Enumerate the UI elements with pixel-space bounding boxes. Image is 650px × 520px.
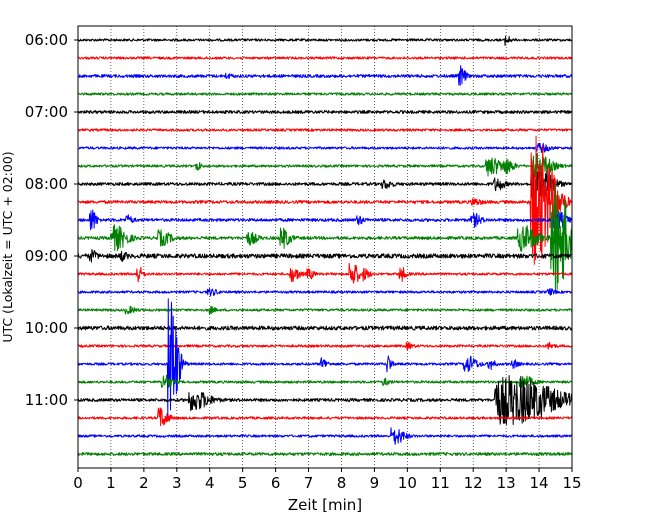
trace-0715: [78, 128, 572, 132]
x-tick-label: 11: [431, 474, 450, 492]
y-axis-label: UTC (Lokalzeit = UTC + 02:00): [0, 151, 15, 342]
trace-0830: [78, 209, 572, 231]
x-tick-label: 7: [304, 474, 314, 492]
y-tick-label: 06:00: [25, 31, 68, 49]
x-tick-label: 5: [238, 474, 248, 492]
trace-0745: [78, 152, 572, 178]
seismic-traces: [78, 35, 572, 456]
grid-lines: [110, 26, 540, 468]
trace-1130: [78, 427, 572, 445]
y-tick-label: 11:00: [25, 391, 68, 409]
trace-0645: [78, 92, 572, 96]
trace-0800: [78, 170, 572, 204]
y-tick-label: 09:00: [25, 247, 68, 265]
trace-1045: [78, 374, 572, 388]
trace-0730: [78, 142, 572, 153]
y-axis: 06:00 07:00 08:00 09:00 10:00 11:00: [25, 31, 78, 409]
trace-0600: [78, 35, 572, 47]
trace-1100: [78, 374, 572, 425]
trace-0900: [78, 248, 572, 263]
x-axis-label: Zeit [min]: [288, 496, 362, 514]
y-tick-label: 08:00: [25, 175, 68, 193]
trace-0615: [78, 56, 572, 60]
trace-1000: [78, 325, 572, 331]
trace-1115: [78, 407, 572, 427]
x-tick-label: 6: [271, 474, 281, 492]
x-tick-label: 3: [172, 474, 182, 492]
x-tick-label: 10: [398, 474, 417, 492]
trace-0930: [78, 287, 572, 297]
trace-0845: [78, 183, 572, 295]
trace-0700: [78, 110, 572, 114]
x-tick-label: 9: [370, 474, 380, 492]
x-tick-label: 8: [337, 474, 347, 492]
x-tick-label: 15: [562, 474, 581, 492]
trace-0915: [78, 262, 572, 284]
trace-1015: [78, 341, 572, 351]
x-tick-label: 12: [464, 474, 483, 492]
trace-1145: [78, 452, 572, 456]
y-tick-label: 10:00: [25, 319, 68, 337]
x-tick-label: 4: [205, 474, 215, 492]
x-tick-label: 13: [497, 474, 516, 492]
x-tick-label: 14: [530, 474, 549, 492]
x-tick-label: 0: [73, 474, 83, 492]
trace-1030: [78, 298, 572, 420]
y-tick-label: 07:00: [25, 103, 68, 121]
plot-frame: [77, 25, 573, 469]
x-axis: 0 1 2 3 4 5 6 7 8 9 10 11 12 13 14 15: [73, 468, 582, 492]
trace-0630: [78, 65, 572, 86]
trace-0815: [78, 135, 572, 265]
trace-0945: [78, 305, 572, 315]
x-tick-label: 2: [139, 474, 149, 492]
x-tick-label: 1: [106, 474, 116, 492]
